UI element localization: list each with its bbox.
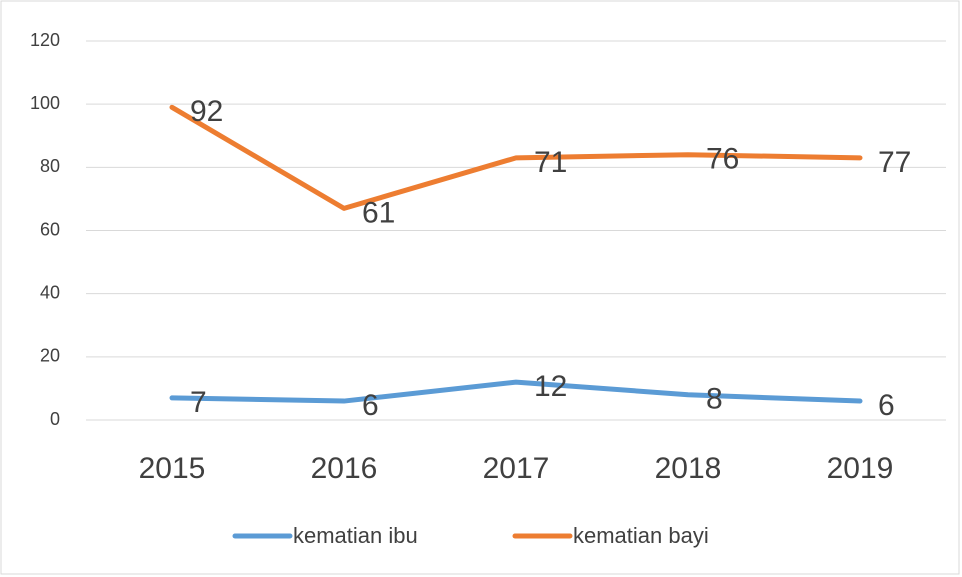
data-label: 77 bbox=[878, 146, 911, 179]
y-tick-label: 100 bbox=[30, 93, 60, 113]
x-tick-label: 2016 bbox=[311, 452, 378, 485]
data-label: 71 bbox=[534, 146, 567, 179]
data-label: 6 bbox=[878, 389, 895, 422]
x-tick-label: 2018 bbox=[655, 452, 722, 485]
data-label: 8 bbox=[706, 383, 723, 416]
y-tick-label: 120 bbox=[30, 30, 60, 50]
y-tick-label: 0 bbox=[50, 409, 60, 429]
series-line bbox=[169, 104, 863, 211]
x-tick-label: 2017 bbox=[483, 452, 550, 485]
x-tick-label: 2019 bbox=[827, 452, 894, 485]
legend-label: kematian ibu bbox=[293, 523, 418, 548]
y-tick-label: 60 bbox=[40, 219, 60, 239]
data-label: 12 bbox=[534, 370, 567, 403]
y-tick-label: 40 bbox=[40, 282, 60, 302]
y-tick-label: 80 bbox=[40, 156, 60, 176]
data-label: 7 bbox=[190, 386, 207, 419]
y-tick-label: 20 bbox=[40, 346, 60, 366]
legend-label: kematian bayi bbox=[573, 523, 709, 548]
series-line bbox=[169, 379, 863, 404]
data-label: 6 bbox=[362, 389, 379, 422]
data-label: 76 bbox=[706, 143, 739, 176]
data-label: 61 bbox=[362, 196, 395, 229]
x-tick-label: 2015 bbox=[139, 452, 206, 485]
data-label: 92 bbox=[190, 95, 223, 128]
